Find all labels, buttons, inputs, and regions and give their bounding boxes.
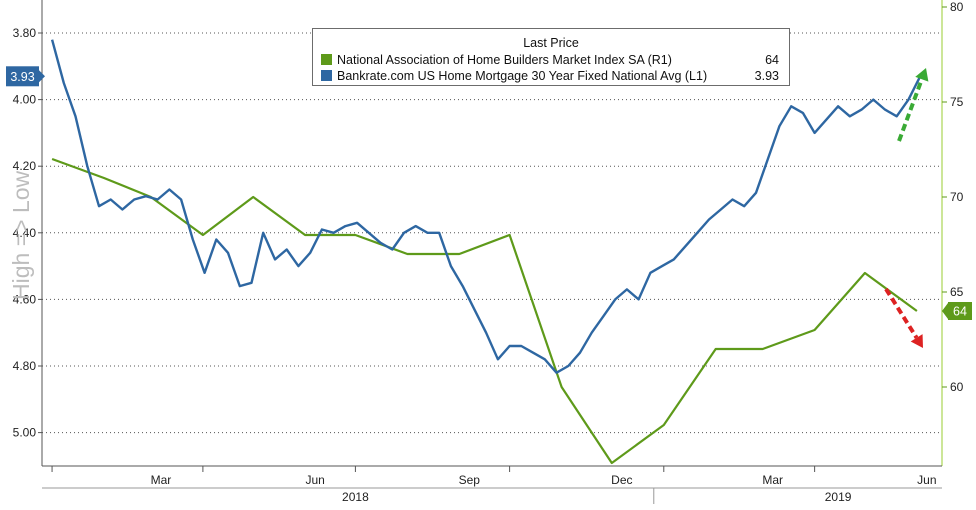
- left-tick-label: 5.00: [13, 426, 37, 440]
- gridlines: [42, 32, 942, 434]
- right-axis: 80 75 70 65 60: [942, 0, 964, 394]
- x-tick-label: Mar: [151, 473, 172, 487]
- legend: Last Price National Association of Home …: [312, 28, 790, 86]
- right-last-badge-pointer: [942, 303, 948, 319]
- last-value-badges: 3.93 64: [6, 66, 972, 320]
- right-tick-label: 80: [950, 0, 964, 14]
- series-layer: [50, 39, 922, 465]
- x-tick-label: Mar: [762, 473, 783, 487]
- right-tick-label: 60: [950, 380, 964, 394]
- right-tick-label: 75: [950, 95, 964, 109]
- left-tick-label: 4.40: [13, 226, 37, 240]
- legend-value-nahb: 64: [765, 52, 779, 67]
- legend-label-nahb: National Association of Home Builders Ma…: [337, 52, 672, 67]
- left-last-badge-pointer: [39, 70, 45, 83]
- x-year-label: 2019: [825, 490, 852, 504]
- series-line-nahb: [51, 157, 918, 465]
- legend-swatch-mortgage: [321, 70, 332, 81]
- left-tick-label: 4.80: [13, 359, 37, 373]
- arrow-down-icon: [884, 287, 923, 348]
- x-tick-label: Jun: [917, 473, 936, 487]
- x-tick-label: Jun: [305, 473, 324, 487]
- x-year-label: 2018: [342, 490, 369, 504]
- series-line-mortgage: [50, 39, 922, 374]
- legend-item-mortgage: Bankrate.com US Home Mortgage 30 Year Fi…: [321, 68, 779, 83]
- right-tick-label: 65: [950, 285, 964, 299]
- x-tick-label: Dec: [611, 473, 632, 487]
- legend-label-mortgage: Bankrate.com US Home Mortgage 30 Year Fi…: [337, 68, 708, 83]
- right-last-badge: [948, 302, 972, 320]
- legend-value-mortgage: 3.93: [754, 68, 779, 83]
- right-tick-label: 70: [950, 190, 964, 204]
- right-last-badge-text: 64: [953, 305, 967, 319]
- side-label: High => Low: [8, 170, 34, 300]
- legend-swatch-nahb: [321, 54, 332, 65]
- left-last-badge-text: 3.93: [10, 70, 34, 84]
- left-tick-label: 4.00: [13, 93, 37, 107]
- legend-item-nahb: National Association of Home Builders Ma…: [321, 52, 779, 67]
- arrow-up-icon: [897, 68, 929, 142]
- annotation-arrows: [884, 68, 929, 348]
- x-tick-label: Sep: [459, 473, 481, 487]
- left-tick-label: 4.20: [13, 159, 37, 173]
- left-last-badge: [6, 66, 39, 87]
- left-tick-label: 3.80: [13, 26, 37, 40]
- left-axis: 3.80 4.00 4.20 4.40 4.60 4.80 5.00: [13, 26, 42, 440]
- x-axis: Mar Jun Sep Dec Mar Jun 2018 2019: [51, 466, 937, 504]
- left-tick-label: 4.60: [13, 292, 37, 306]
- legend-title: Last Price: [523, 36, 579, 50]
